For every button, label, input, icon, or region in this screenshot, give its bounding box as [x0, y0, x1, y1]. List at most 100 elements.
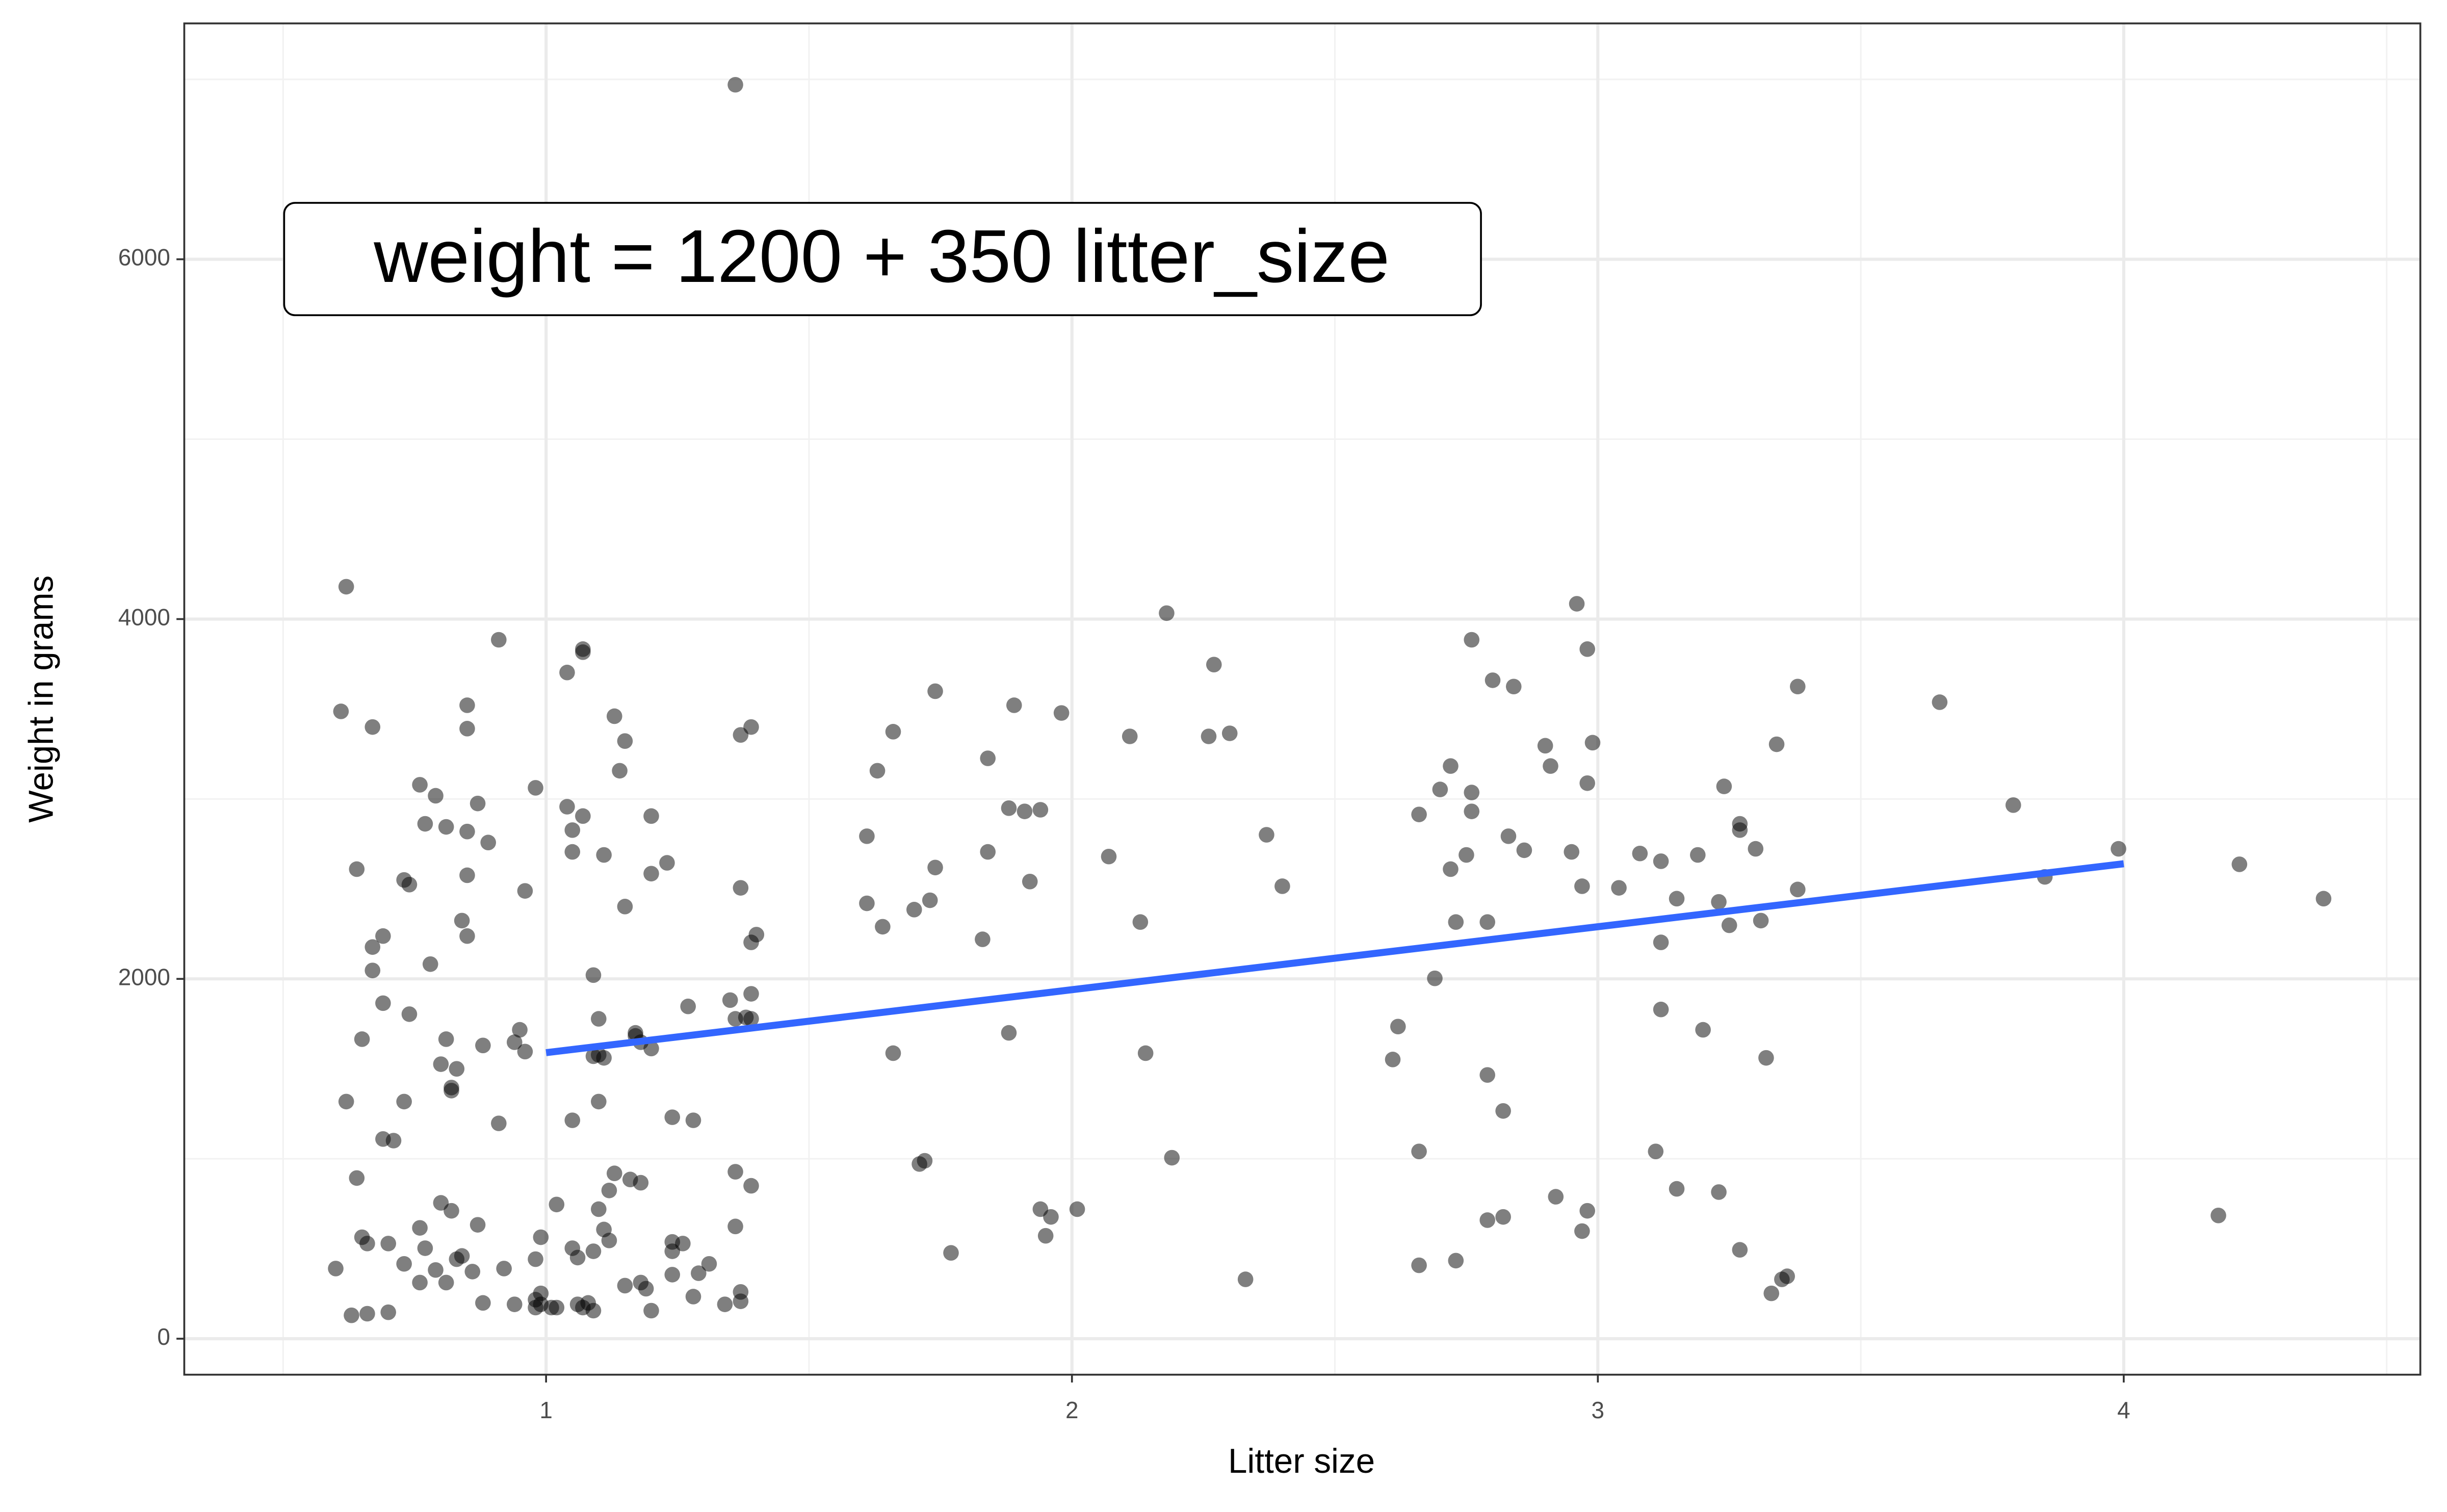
point: [664, 1267, 681, 1283]
point: [401, 877, 418, 893]
point: [685, 1289, 701, 1305]
point: [422, 956, 438, 972]
point: [1505, 679, 1522, 695]
point: [475, 1295, 491, 1311]
x-tick-label: 4: [2117, 1397, 2130, 1423]
point: [338, 1093, 354, 1110]
point: [591, 1011, 607, 1027]
point: [438, 1274, 454, 1291]
point: [591, 1201, 607, 1217]
point: [859, 828, 875, 844]
point: [701, 1256, 717, 1272]
point: [454, 913, 470, 929]
point: [2315, 891, 2332, 907]
point: [1017, 803, 1033, 819]
point: [643, 1302, 659, 1319]
point: [517, 883, 533, 899]
x-tick-label: 1: [539, 1397, 553, 1423]
point: [885, 724, 901, 740]
point: [875, 919, 891, 935]
point: [727, 1218, 743, 1235]
point: [1516, 842, 1532, 858]
point: [980, 844, 996, 860]
point: [1695, 1022, 1711, 1038]
point: [1464, 785, 1480, 800]
point: [365, 939, 381, 955]
point: [412, 1220, 428, 1236]
point: [617, 899, 633, 915]
point: [1500, 828, 1517, 844]
point: [470, 1217, 486, 1233]
point: [559, 664, 575, 681]
point: [643, 1040, 659, 1057]
point: [2210, 1208, 2226, 1223]
point: [1259, 827, 1274, 843]
point: [675, 1236, 691, 1252]
point: [1732, 822, 1748, 838]
point: [1464, 803, 1480, 819]
point: [659, 855, 675, 871]
point: [549, 1299, 565, 1316]
point: [1485, 672, 1501, 688]
point: [575, 641, 591, 657]
point: [606, 708, 622, 724]
point: [412, 777, 428, 793]
point: [743, 1178, 759, 1194]
point: [506, 1034, 523, 1050]
point: [743, 986, 759, 1002]
point: [1201, 728, 1217, 744]
point: [412, 1274, 428, 1291]
point: [1479, 914, 1495, 930]
point: [1543, 758, 1558, 774]
point: [885, 1045, 901, 1061]
point: [428, 1262, 444, 1278]
point: [722, 992, 738, 1008]
point: [1459, 847, 1474, 863]
point: [1574, 878, 1590, 894]
point: [1579, 1203, 1595, 1219]
point: [491, 1115, 507, 1131]
point: [1221, 725, 1238, 741]
point: [1006, 697, 1022, 713]
point: [733, 1293, 749, 1309]
point: [1132, 914, 1149, 930]
point: [401, 1006, 418, 1022]
point: [1274, 878, 1290, 894]
point: [617, 1278, 633, 1294]
point: [365, 962, 381, 978]
point: [569, 1296, 586, 1312]
point: [459, 823, 475, 840]
point: [633, 1175, 649, 1191]
point: [428, 788, 444, 804]
point: [975, 931, 991, 947]
point: [417, 816, 433, 832]
point: [333, 703, 349, 719]
point: [617, 733, 633, 749]
point: [1464, 632, 1480, 648]
point: [1037, 1228, 1054, 1244]
point: [1790, 881, 1806, 898]
point: [859, 895, 875, 911]
point: [528, 1299, 543, 1316]
point: [1390, 1019, 1406, 1035]
point: [612, 763, 628, 779]
point: [1732, 1242, 1748, 1258]
point: [528, 1251, 543, 1267]
point: [464, 1264, 481, 1280]
point: [1427, 970, 1443, 986]
point: [1653, 934, 1669, 950]
point: [1137, 1045, 1154, 1061]
point: [1721, 917, 1737, 933]
x-tick-label: 2: [1065, 1397, 1079, 1423]
point: [564, 844, 581, 860]
point: [743, 1011, 759, 1027]
point: [512, 1022, 528, 1038]
annotation: weight = 1200 + 350 litter_size: [373, 215, 1390, 298]
point: [1032, 802, 1049, 818]
y-tick-label: 6000: [118, 244, 170, 271]
annotation-box: [283, 202, 1482, 317]
axes: 1 2 3 4 0 2000 4000 6000: [118, 244, 2130, 1424]
point: [1237, 1271, 1254, 1287]
point: [1758, 1050, 1774, 1066]
point: [1748, 841, 1764, 857]
